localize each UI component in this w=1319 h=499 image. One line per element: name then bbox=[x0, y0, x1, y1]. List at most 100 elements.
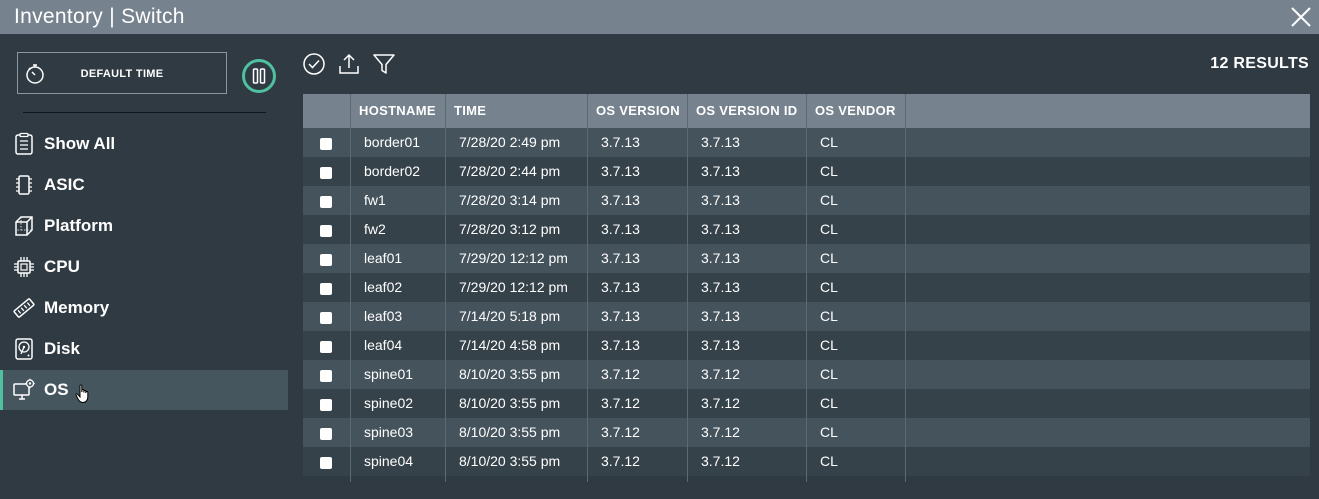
cell-time: 8/10/20 3:55 pm bbox=[459, 447, 560, 476]
table-header: HOSTNAME TIME OS VERSION OS VERSION ID O… bbox=[303, 94, 1310, 128]
cell-os-version-id: 3.7.13 bbox=[701, 215, 740, 244]
row-checkbox[interactable] bbox=[320, 399, 332, 411]
row-checkbox[interactable] bbox=[320, 312, 332, 324]
cpu-icon bbox=[12, 255, 36, 279]
select-all-check-icon[interactable] bbox=[302, 52, 326, 76]
title-bar: Inventory | Switch bbox=[0, 0, 1319, 34]
cell-os-vendor: CL bbox=[820, 273, 838, 302]
row-checkbox[interactable] bbox=[320, 283, 332, 295]
hand-cursor-icon bbox=[75, 384, 91, 404]
cell-os-version-id: 3.7.13 bbox=[701, 157, 740, 186]
cell-os-version-id: 3.7.13 bbox=[701, 302, 740, 331]
sidebar-item-memory[interactable]: Memory bbox=[0, 288, 288, 328]
cell-time: 7/29/20 12:12 pm bbox=[459, 273, 568, 302]
cell-hostname: spine03 bbox=[364, 418, 413, 447]
default-time-button[interactable]: DEFAULT TIME bbox=[17, 52, 227, 94]
cell-os-version: 3.7.13 bbox=[601, 273, 640, 302]
sidebar-item-label: Memory bbox=[44, 298, 109, 318]
header-time[interactable]: TIME bbox=[446, 94, 588, 128]
cell-os-version: 3.7.12 bbox=[601, 360, 640, 389]
cell-os-version: 3.7.12 bbox=[601, 389, 640, 418]
row-checkbox[interactable] bbox=[320, 457, 332, 469]
sidebar-item-label: OS bbox=[44, 380, 69, 400]
cell-os-version: 3.7.12 bbox=[601, 447, 640, 476]
cell-os-version: 3.7.13 bbox=[601, 215, 640, 244]
cell-os-version: 3.7.13 bbox=[601, 186, 640, 215]
cell-os-version: 3.7.13 bbox=[601, 128, 640, 157]
inventory-table: HOSTNAME TIME OS VERSION OS VERSION ID O… bbox=[303, 94, 1310, 476]
cell-os-version-id: 3.7.13 bbox=[701, 244, 740, 273]
cell-time: 7/28/20 3:12 pm bbox=[459, 215, 560, 244]
cell-os-version-id: 3.7.12 bbox=[701, 389, 740, 418]
cell-hostname: leaf04 bbox=[364, 331, 402, 360]
header-os-version[interactable]: OS VERSION bbox=[588, 94, 688, 128]
cell-os-vendor: CL bbox=[820, 186, 838, 215]
cell-hostname: spine01 bbox=[364, 360, 413, 389]
export-upload-icon[interactable] bbox=[337, 52, 361, 76]
cell-time: 7/14/20 5:18 pm bbox=[459, 302, 560, 331]
row-checkbox[interactable] bbox=[320, 428, 332, 440]
cell-hostname: fw2 bbox=[364, 215, 386, 244]
sidebar-item-asic[interactable]: ASIC bbox=[0, 165, 288, 205]
cell-os-vendor: CL bbox=[820, 418, 838, 447]
column-divider bbox=[445, 128, 446, 482]
cell-os-vendor: CL bbox=[820, 360, 838, 389]
header-hostname[interactable]: HOSTNAME bbox=[351, 94, 446, 128]
cell-time: 7/29/20 12:12 pm bbox=[459, 244, 568, 273]
column-divider bbox=[806, 128, 807, 482]
header-os-version-id[interactable]: OS VERSION ID bbox=[688, 94, 807, 128]
cell-os-version: 3.7.13 bbox=[601, 302, 640, 331]
row-checkbox[interactable] bbox=[320, 225, 332, 237]
results-count: 12 RESULTS bbox=[1210, 55, 1309, 73]
cell-os-version-id: 3.7.13 bbox=[701, 273, 740, 302]
sidebar-item-label: CPU bbox=[44, 257, 80, 277]
sidebar-item-os[interactable]: OS bbox=[0, 370, 288, 410]
cell-hostname: border02 bbox=[364, 157, 420, 186]
cell-os-vendor: CL bbox=[820, 331, 838, 360]
sidebar-item-label: Show All bbox=[44, 134, 115, 154]
cell-os-vendor: CL bbox=[820, 157, 838, 186]
cell-hostname: leaf01 bbox=[364, 244, 402, 273]
cell-os-vendor: CL bbox=[820, 215, 838, 244]
sidebar: DEFAULT TIME Show All ASIC Platform bbox=[0, 34, 288, 499]
cell-hostname: leaf03 bbox=[364, 302, 402, 331]
cell-time: 7/28/20 2:44 pm bbox=[459, 157, 560, 186]
filter-icon[interactable] bbox=[372, 52, 396, 76]
sidebar-item-cpu[interactable]: CPU bbox=[0, 247, 288, 287]
sidebar-item-platform[interactable]: Platform bbox=[0, 206, 288, 246]
row-checkbox[interactable] bbox=[320, 196, 332, 208]
window-title: Inventory | Switch bbox=[14, 5, 185, 29]
cell-os-version-id: 3.7.12 bbox=[701, 447, 740, 476]
cell-os-version: 3.7.13 bbox=[601, 331, 640, 360]
sidebar-item-label: Disk bbox=[44, 339, 80, 359]
cell-time: 7/14/20 4:58 pm bbox=[459, 331, 560, 360]
sidebar-item-disk[interactable]: Disk bbox=[0, 329, 288, 369]
cell-hostname: spine04 bbox=[364, 447, 413, 476]
column-divider bbox=[905, 128, 906, 482]
row-checkbox[interactable] bbox=[320, 370, 332, 382]
sidebar-divider bbox=[23, 112, 266, 113]
column-divider bbox=[687, 128, 688, 482]
cell-os-vendor: CL bbox=[820, 244, 838, 273]
sidebar-item-show-all[interactable]: Show All bbox=[0, 124, 288, 164]
row-checkbox[interactable] bbox=[320, 341, 332, 353]
pause-icon[interactable] bbox=[241, 58, 277, 94]
header-os-vendor[interactable]: OS VENDOR bbox=[807, 94, 906, 128]
row-checkbox[interactable] bbox=[320, 167, 332, 179]
cell-time: 7/28/20 3:14 pm bbox=[459, 186, 560, 215]
row-checkbox[interactable] bbox=[320, 138, 332, 150]
sidebar-item-label: Platform bbox=[44, 216, 113, 236]
column-divider bbox=[350, 128, 351, 482]
cell-hostname: fw1 bbox=[364, 186, 386, 215]
os-monitor-icon bbox=[12, 378, 36, 402]
default-time-label: DEFAULT TIME bbox=[18, 68, 226, 80]
header-select-column bbox=[303, 94, 351, 128]
clipboard-icon bbox=[12, 132, 36, 156]
cube-icon bbox=[12, 214, 36, 238]
close-icon[interactable] bbox=[1289, 5, 1313, 29]
cell-os-vendor: CL bbox=[820, 447, 838, 476]
cell-time: 8/10/20 3:55 pm bbox=[459, 360, 560, 389]
disk-icon bbox=[12, 337, 36, 361]
row-checkbox[interactable] bbox=[320, 254, 332, 266]
cell-time: 8/10/20 3:55 pm bbox=[459, 389, 560, 418]
